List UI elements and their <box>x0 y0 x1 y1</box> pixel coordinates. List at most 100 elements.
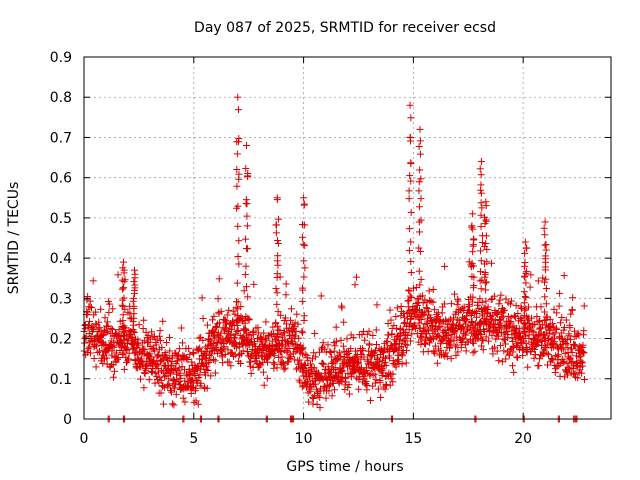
data-point <box>190 350 198 358</box>
data-point <box>395 359 403 367</box>
data-point <box>426 314 434 322</box>
peak-point <box>478 238 486 246</box>
peak-point <box>274 322 282 330</box>
peak-point <box>477 189 485 197</box>
data-point <box>527 271 535 279</box>
peak-point <box>233 279 241 287</box>
data-point <box>429 298 437 306</box>
data-point <box>110 367 118 375</box>
peak-point <box>470 281 478 289</box>
data-point <box>247 369 255 377</box>
data-point <box>390 357 398 365</box>
data-point <box>372 376 380 384</box>
data-point <box>145 338 153 346</box>
data-point <box>185 344 193 352</box>
data-point <box>397 332 405 340</box>
peak-point <box>242 196 250 204</box>
peak-point <box>242 262 250 270</box>
data-point <box>217 307 225 315</box>
peak-point <box>299 367 307 375</box>
data-point <box>93 342 101 350</box>
data-point <box>148 328 156 336</box>
data-point <box>280 365 288 373</box>
data-point <box>482 278 490 286</box>
data-point <box>347 373 355 381</box>
data-point <box>89 277 97 285</box>
data-point <box>332 323 340 331</box>
data-point <box>421 340 429 348</box>
peak-point <box>273 289 281 297</box>
data-point <box>227 331 235 339</box>
data-point <box>239 347 247 355</box>
data-point <box>159 400 167 408</box>
data-point <box>574 374 582 382</box>
peak-point <box>540 278 548 286</box>
data-point <box>276 327 284 335</box>
data-point <box>366 341 374 349</box>
data-point <box>502 295 510 303</box>
peak-point <box>301 221 309 229</box>
data-point <box>496 325 504 333</box>
data-point <box>469 349 477 357</box>
data-point <box>551 329 559 337</box>
data-point <box>392 313 400 321</box>
peak-point <box>131 274 139 282</box>
data-point <box>491 343 499 351</box>
data-point <box>501 340 509 348</box>
data-point <box>537 303 545 311</box>
data-point <box>107 325 115 333</box>
data-point <box>450 314 458 322</box>
peak-point <box>241 271 249 279</box>
peak-point <box>541 231 549 239</box>
peak-point <box>274 261 282 269</box>
data-point <box>147 368 155 376</box>
peak-max-point <box>416 125 424 133</box>
data-point <box>482 333 490 341</box>
peak-max-point <box>234 93 242 101</box>
data-point <box>443 353 451 361</box>
data-point <box>373 301 381 309</box>
data-point <box>528 327 536 335</box>
data-point <box>106 300 114 308</box>
data-point <box>283 338 291 346</box>
data-point <box>566 354 574 362</box>
data-point <box>84 293 92 301</box>
data-point <box>86 317 94 325</box>
data-point <box>507 300 515 308</box>
data-point <box>579 362 587 370</box>
data-point <box>272 319 280 327</box>
data-point <box>331 364 339 372</box>
data-point <box>205 336 213 344</box>
data-point <box>571 333 579 341</box>
y-axis-title: SRMTID / TECUs <box>6 182 22 295</box>
peak-point <box>520 299 528 307</box>
data-point <box>337 336 345 344</box>
data-point <box>549 330 557 338</box>
peak-point <box>274 236 282 244</box>
peak-point <box>244 170 252 178</box>
peak-max-point <box>521 238 529 246</box>
peak-point <box>119 284 127 292</box>
data-point <box>561 350 569 358</box>
peak-point <box>120 339 128 347</box>
data-point <box>285 354 293 362</box>
data-point <box>447 335 455 343</box>
peak-point <box>416 247 424 255</box>
data-point <box>508 362 516 370</box>
peak-point <box>540 331 548 339</box>
peak-max-point <box>273 194 281 202</box>
data-point <box>304 389 312 397</box>
data-point <box>392 341 400 349</box>
data-point <box>259 368 267 376</box>
data-point <box>109 305 117 313</box>
peak-point <box>522 279 530 287</box>
data-point <box>488 331 496 339</box>
data-point <box>446 315 454 323</box>
data-point <box>460 303 468 311</box>
data-point <box>457 306 465 314</box>
data-point <box>554 351 562 359</box>
plot-frame <box>83 56 612 420</box>
data-point <box>366 397 374 405</box>
data-point <box>230 352 238 360</box>
